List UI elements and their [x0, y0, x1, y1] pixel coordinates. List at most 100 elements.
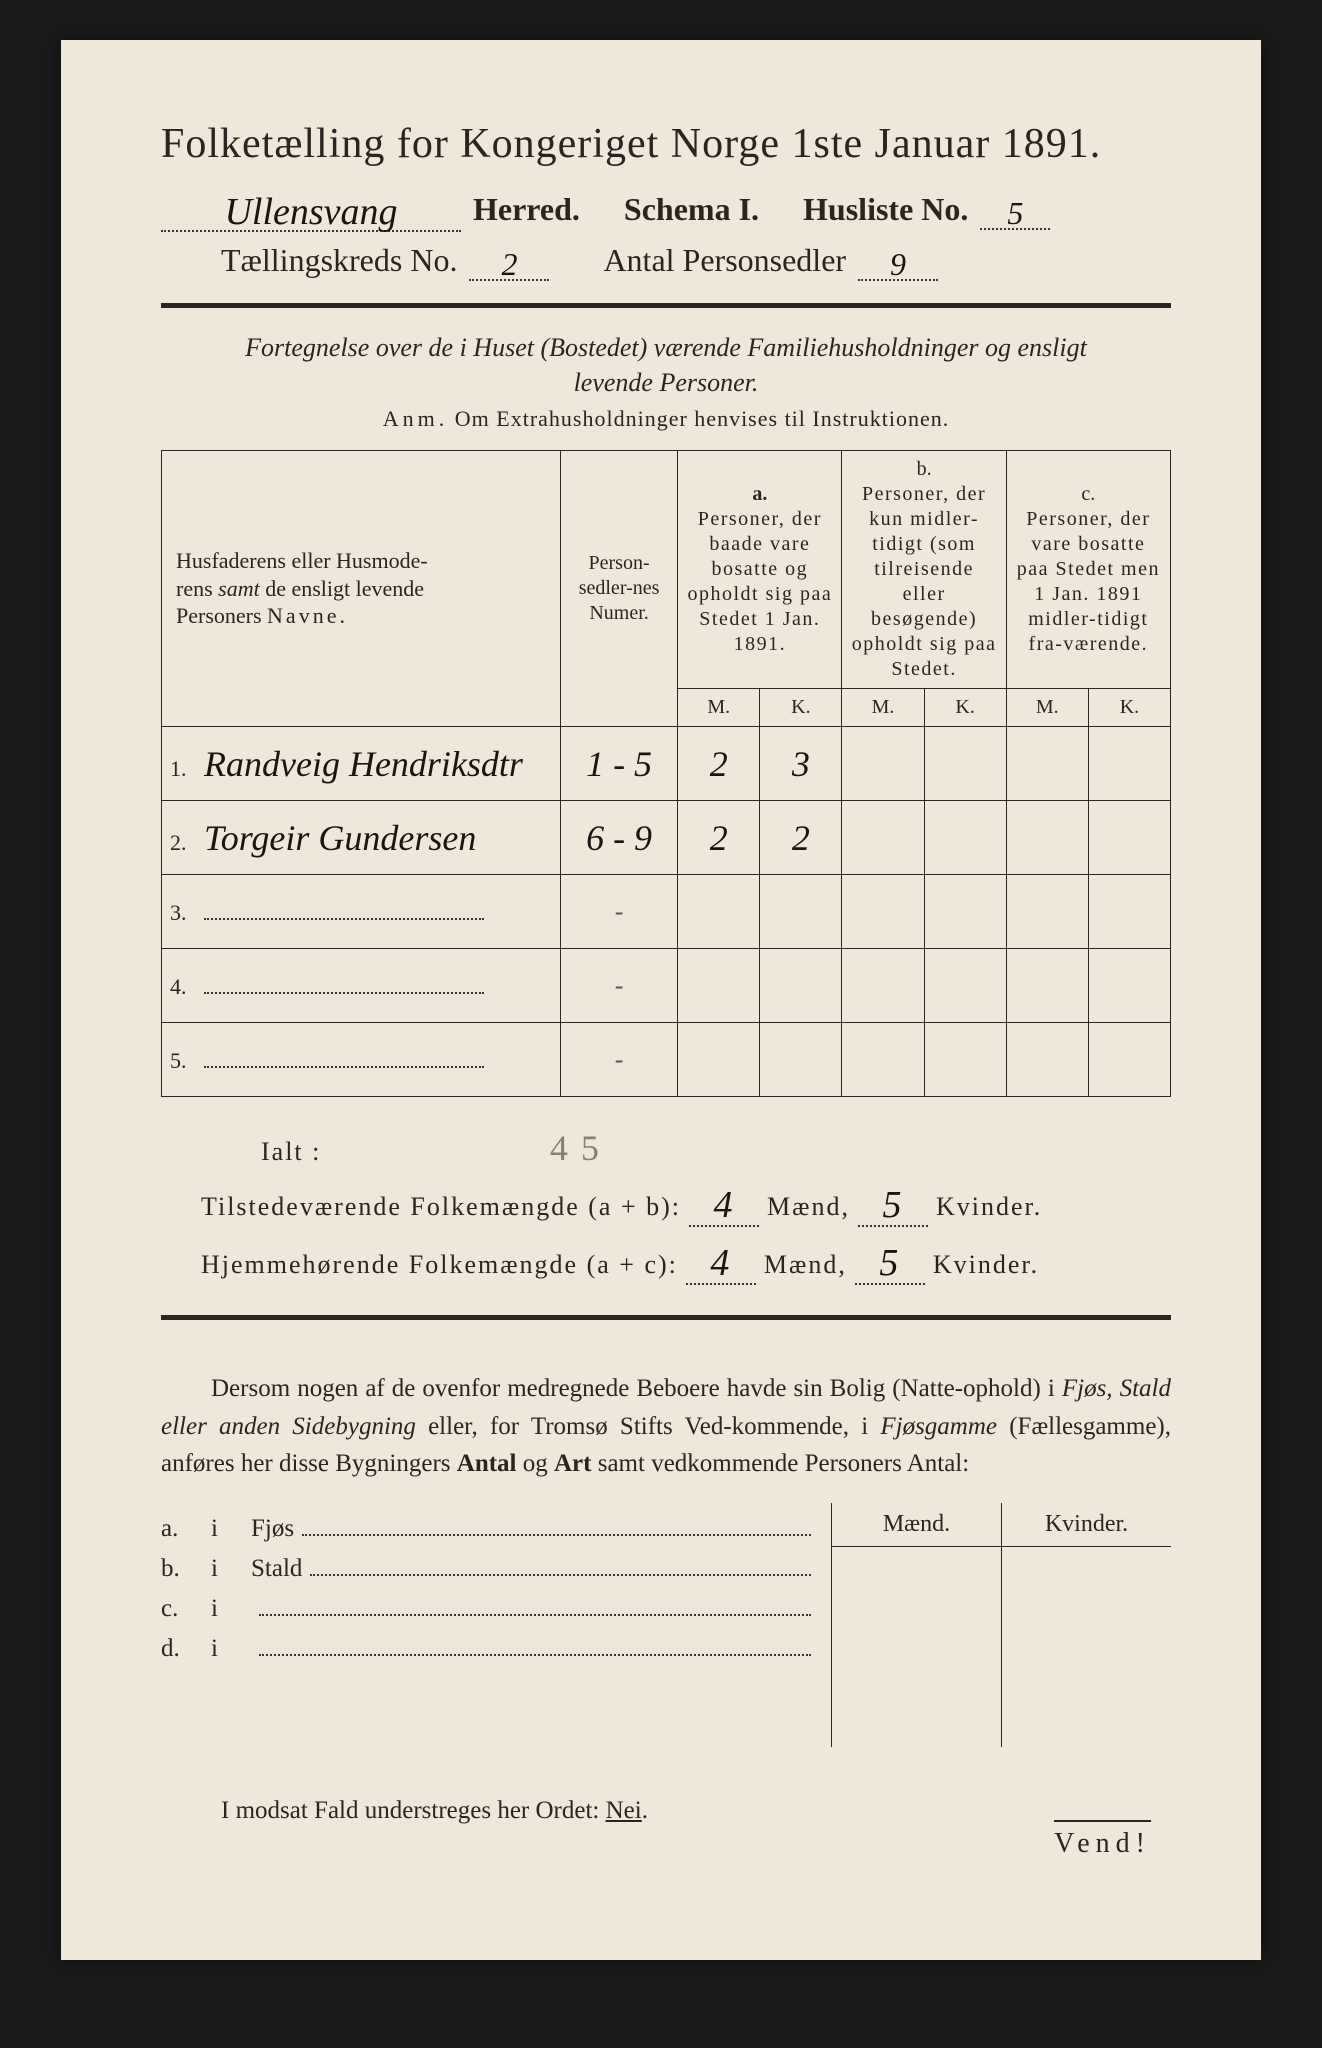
- value-cell: [842, 949, 924, 1023]
- kvinder-label-2: Kvinder.: [933, 1250, 1039, 1280]
- nei-pre: I modsat Fald understreges her Ordet:: [221, 1797, 606, 1824]
- antal-label: Antal Personsedler: [603, 242, 846, 279]
- value-cell: [924, 727, 1006, 801]
- value-cell: [760, 1023, 842, 1097]
- value-cell: [924, 949, 1006, 1023]
- kreds-label: Tællingskreds No.: [221, 242, 457, 279]
- table-row: 1.Randveig Hendriksdtr1 - 523: [162, 727, 1171, 801]
- col-b-m: M.: [842, 689, 924, 727]
- notes-paragraph: Dersom nogen af de ovenfor medregnede Be…: [161, 1370, 1171, 1483]
- sub-row: b.iStald: [161, 1555, 811, 1583]
- header-row-1: Ullensvang Herred. Schema I. Husliste No…: [161, 186, 1171, 232]
- col-c-k: K.: [1088, 689, 1170, 727]
- nei-line: I modsat Fald understreges her Ordet: Ne…: [221, 1797, 1171, 1825]
- sub-maend-cell: [832, 1547, 1002, 1747]
- name-cell: 2.Torgeir Gundersen: [162, 801, 561, 875]
- ialt-row: Ialt : 4 5: [261, 1127, 1171, 1169]
- sum1-maend: 4: [714, 1184, 735, 1226]
- value-cell: [1088, 875, 1170, 949]
- value-cell: [1006, 801, 1088, 875]
- col-name-header: Husfaderens eller Husmode-rens samt de e…: [162, 451, 561, 727]
- sum1-kvinder: 5: [882, 1184, 903, 1226]
- nei-word: Nei: [606, 1797, 642, 1824]
- anm-note: Anm. Om Extrahusholdninger henvises til …: [161, 406, 1171, 432]
- husliste-no: 5: [1007, 195, 1023, 231]
- value-cell: [924, 801, 1006, 875]
- sub-col-kvinder: Kvinder.: [1002, 1503, 1171, 1546]
- person-name: Randveig Hendriksdtr: [204, 744, 523, 784]
- value-cell: [1088, 949, 1170, 1023]
- antal-value: 9: [890, 246, 906, 282]
- value-cell: [760, 949, 842, 1023]
- col-a-top: a. Personer, der baade vare bosatte og o…: [678, 451, 842, 689]
- value-cell: [842, 727, 924, 801]
- col-a-k: K.: [760, 689, 842, 727]
- households-table: Husfaderens eller Husmode-rens samt de e…: [161, 450, 1171, 1097]
- value-cell: [760, 875, 842, 949]
- name-cell: 1.Randveig Hendriksdtr: [162, 727, 561, 801]
- anm-text: Om Extrahusholdninger henvises til Instr…: [455, 406, 949, 431]
- herred-value: Ullensvang: [224, 191, 397, 233]
- divider: [161, 303, 1171, 308]
- sub-rows-left: a.iFjøsb.iStaldc.id.i: [161, 1503, 831, 1747]
- col-a-m: M.: [678, 689, 760, 727]
- value-cell: [842, 801, 924, 875]
- sum1-label: Tilstedeværende Folkemængde (a + b):: [201, 1192, 681, 1222]
- col-c-letter: c.: [1015, 482, 1162, 507]
- vend-label: Vend!: [1054, 1820, 1151, 1860]
- value-cell: [1006, 875, 1088, 949]
- value-cell: 2: [678, 727, 760, 801]
- intro-line-1: Fortegnelse over de i Huset (Bostedet) v…: [245, 333, 1087, 362]
- sub-row: a.iFjøs: [161, 1515, 811, 1543]
- col-c-top: c. Personer, der vare bosatte paa Stedet…: [1006, 451, 1170, 689]
- table-row: 2.Torgeir Gundersen6 - 922: [162, 801, 1171, 875]
- kvinder-label-1: Kvinder.: [936, 1192, 1042, 1222]
- herred-label: Herred.: [473, 191, 580, 228]
- value-cell: [678, 949, 760, 1023]
- sub-count-table: Mænd. Kvinder.: [831, 1503, 1171, 1747]
- value-cell: [924, 1023, 1006, 1097]
- intro-text: Fortegnelse over de i Huset (Bostedet) v…: [161, 330, 1171, 400]
- ialt-pencil-note: 4 5: [550, 1128, 601, 1168]
- value-cell: [842, 1023, 924, 1097]
- col-b-letter: b.: [850, 457, 997, 482]
- value-cell: 1 - 5: [560, 727, 677, 801]
- value-cell: 2: [678, 801, 760, 875]
- sum-line-1: Tilstedeværende Folkemængde (a + b): 4 M…: [161, 1181, 1171, 1227]
- value-cell: [1088, 1023, 1170, 1097]
- value-cell: [678, 875, 760, 949]
- col-numer-header: Person-sedler-nes Numer.: [560, 451, 677, 727]
- table-row: 5.-: [162, 1023, 1171, 1097]
- col-a-desc: Personer, der baade vare bosatte og opho…: [686, 507, 833, 657]
- person-name: Torgeir Gundersen: [204, 818, 476, 858]
- husliste-label: Husliste No.: [803, 191, 968, 228]
- value-cell: 6 - 9: [560, 801, 677, 875]
- value-cell: [1006, 727, 1088, 801]
- value-cell: 2: [760, 801, 842, 875]
- name-cell: 5.: [162, 1023, 561, 1097]
- col-b-desc: Personer, der kun midler-tidigt (som til…: [850, 482, 997, 682]
- schema-label: Schema I.: [624, 191, 759, 228]
- ialt-label: Ialt :: [261, 1137, 321, 1166]
- col-c-m: M.: [1006, 689, 1088, 727]
- value-cell: 3: [760, 727, 842, 801]
- sub-kvinder-cell: [1002, 1547, 1171, 1747]
- sum2-kvinder: 5: [879, 1242, 900, 1284]
- sub-buildings-block: a.iFjøsb.iStaldc.id.i Mænd. Kvinder.: [161, 1503, 1171, 1747]
- page-title: Folketælling for Kongeriget Norge 1ste J…: [161, 120, 1171, 168]
- sum-line-2: Hjemmehørende Folkemængde (a + c): 4 Mæn…: [161, 1239, 1171, 1285]
- value-cell: [1006, 949, 1088, 1023]
- kreds-no: 2: [501, 246, 517, 282]
- intro-line-2: levende Personer.: [574, 368, 759, 397]
- sub-col-maend: Mænd.: [832, 1503, 1002, 1546]
- name-cell: 3.: [162, 875, 561, 949]
- sum2-label: Hjemmehørende Folkemængde (a + c):: [201, 1250, 678, 1280]
- table-row: 4.-: [162, 949, 1171, 1023]
- col-b-top: b. Personer, der kun midler-tidigt (som …: [842, 451, 1006, 689]
- sub-row: d.i: [161, 1635, 811, 1663]
- census-form-page: Folketælling for Kongeriget Norge 1ste J…: [61, 40, 1261, 1960]
- value-cell: [1088, 801, 1170, 875]
- value-cell: [924, 875, 1006, 949]
- value-cell: -: [560, 949, 677, 1023]
- maend-label-2: Mænd,: [764, 1250, 847, 1280]
